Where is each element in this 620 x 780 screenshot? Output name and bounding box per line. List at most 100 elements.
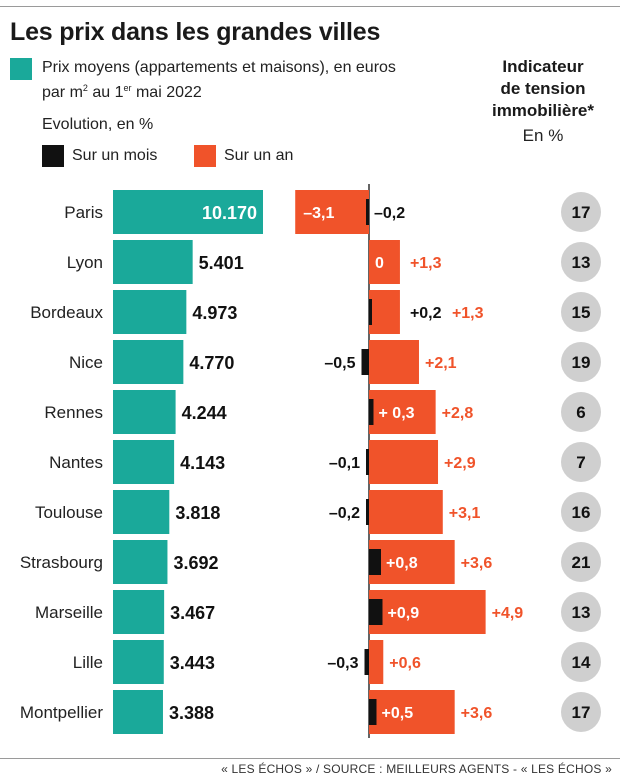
year-bar-6 <box>369 490 443 534</box>
category-label-10: Montpellier <box>20 703 103 722</box>
month-label-7: +0,8 <box>386 555 418 572</box>
year-legend-label: Sur un an <box>224 147 294 164</box>
tension-label-3: 19 <box>572 353 591 372</box>
tension-label-1: 13 <box>572 253 591 272</box>
price-label-2: 4.973 <box>192 303 237 323</box>
tension-label-9: 14 <box>572 653 591 672</box>
category-label-2: Bordeaux <box>30 303 103 322</box>
year-bar-1 <box>369 240 400 284</box>
month-bar-10 <box>369 699 377 725</box>
tension-circle-1 <box>561 242 601 282</box>
price-evolution-chart: Paris 10.170 –3,1 –0,2 17 Lyon 5.401 0 +1,3 13 Bor… <box>20 184 601 738</box>
month-zero-label: 0 <box>375 255 384 272</box>
indicator-title-line3: immobilière* <box>491 101 595 120</box>
tension-circle-4 <box>561 392 601 432</box>
price-bar-4 <box>113 390 176 434</box>
footer-rule <box>0 758 620 759</box>
price-bar-6 <box>113 490 170 534</box>
price-bar-7 <box>113 540 168 584</box>
price-legend-line2c: mai 2022 <box>131 84 202 101</box>
month-legend-label: Sur un mois <box>72 147 158 164</box>
price-legend-line2b: au 1 <box>87 84 124 101</box>
month-bar-9 <box>364 649 369 675</box>
month-label-2: +0,2 <box>410 305 442 322</box>
month-label-6: –0,2 <box>329 505 360 522</box>
category-label-6: Toulouse <box>35 503 103 522</box>
evolution-label: Evolution, en % <box>42 116 154 133</box>
year-label-0: –3,1 <box>303 205 334 222</box>
indicator-title-line2: de tension <box>500 79 586 98</box>
price-label-7: 3.692 <box>173 553 218 573</box>
price-legend-line2a: par m <box>42 84 83 101</box>
category-label-3: Nice <box>69 353 103 372</box>
price-label-4: 4.244 <box>182 403 227 423</box>
tension-label-7: 21 <box>572 553 591 572</box>
year-bar-0 <box>295 190 369 234</box>
tension-label-0: 17 <box>572 203 591 222</box>
category-label-5: Nantes <box>49 453 103 472</box>
year-bar-5 <box>369 440 439 484</box>
price-bar-0 <box>113 190 263 234</box>
price-bar-10 <box>113 690 163 734</box>
price-legend-sup1: 2 <box>82 83 88 93</box>
month-label-5: –0,1 <box>329 455 360 472</box>
tension-label-2: 15 <box>572 303 591 322</box>
tension-circle-10 <box>561 692 601 732</box>
price-label-5: 4.143 <box>180 453 225 473</box>
month-label-4: + 0,3 <box>379 405 415 422</box>
year-bar-3 <box>369 340 419 384</box>
price-label-6: 3.818 <box>175 503 220 523</box>
year-bar-8 <box>369 590 486 634</box>
price-legend-swatch <box>10 58 32 80</box>
month-label-9: –0,3 <box>327 655 358 672</box>
indicator-unit: En % <box>522 126 564 145</box>
month-bar-3 <box>361 349 369 375</box>
year-bar-4 <box>369 390 436 434</box>
price-legend-sup2: er <box>123 83 132 93</box>
price-label-1: 5.401 <box>199 253 244 273</box>
year-label-10: +3,6 <box>461 705 493 722</box>
tension-circle-2 <box>561 292 601 332</box>
tension-label-4: 6 <box>576 403 585 422</box>
month-bar-0 <box>366 199 369 225</box>
price-label-8: 3.467 <box>170 603 215 623</box>
year-label-5: +2,9 <box>444 455 476 472</box>
tension-circle-7 <box>561 542 601 582</box>
price-bar-5 <box>113 440 175 484</box>
month-label-10: +0,5 <box>382 705 414 722</box>
tension-label-6: 16 <box>572 503 591 522</box>
category-label-7: Strasbourg <box>20 553 103 572</box>
tension-label-8: 13 <box>572 603 591 622</box>
month-bar-5 <box>366 449 369 475</box>
source-footer: « LES ÉCHOS » / SOURCE : MEILLEURS AGENT… <box>221 762 612 776</box>
price-label-10: 3.388 <box>169 703 214 723</box>
month-label-8: +0,9 <box>388 605 420 622</box>
price-bar-9 <box>113 640 164 684</box>
category-label-9: Lille <box>73 653 103 672</box>
price-bar-8 <box>113 590 165 634</box>
tension-label-5: 7 <box>576 453 585 472</box>
category-label-1: Lyon <box>67 253 103 272</box>
month-bar-6 <box>366 499 369 525</box>
year-label-6: +3,1 <box>449 505 481 522</box>
year-bar-9 <box>369 640 384 684</box>
month-bar-8 <box>369 599 383 625</box>
month-label-3: –0,5 <box>324 355 355 372</box>
year-bar-10 <box>369 690 455 734</box>
tension-circle-3 <box>561 342 601 382</box>
year-bar-2 <box>369 290 400 334</box>
category-label-4: Rennes <box>44 403 103 422</box>
year-label-9: +0,6 <box>389 655 421 672</box>
tension-circle-6 <box>561 492 601 532</box>
price-legend-label: Prix moyens (appartements et maisons), e… <box>42 58 396 103</box>
category-label-0: Paris <box>64 203 103 222</box>
year-label-1: +1,3 <box>410 255 442 272</box>
price-bar-3 <box>113 340 184 384</box>
tension-circle-0 <box>561 192 601 232</box>
category-label-8: Marseille <box>35 603 103 622</box>
tension-circle-8 <box>561 592 601 632</box>
tension-circle-9 <box>561 642 601 682</box>
chart-title: Les prix dans les grandes villes <box>10 18 381 46</box>
price-bar-2 <box>113 290 187 334</box>
price-legend-line1: Prix moyens (appartements et maisons), e… <box>42 59 396 76</box>
